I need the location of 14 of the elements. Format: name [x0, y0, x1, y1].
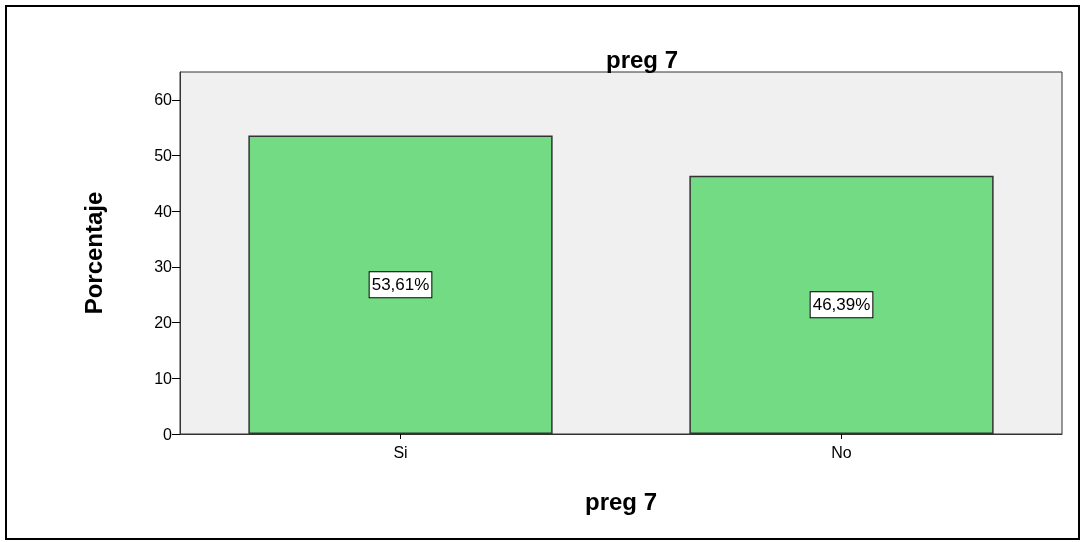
data-label: 53,61% [371, 275, 430, 295]
x-tick-label: No [831, 443, 852, 461]
y-tick-label: 30 [154, 258, 173, 276]
y-tick-label: 10 [154, 369, 173, 387]
y-tick-label: 50 [154, 147, 173, 165]
data-label: 46,39% [812, 295, 871, 315]
y-tick-label: 40 [154, 202, 173, 220]
y-tick-label: 60 [154, 91, 173, 109]
y-axis-title: Porcentaje [79, 191, 107, 315]
chart-title: preg 7 [605, 45, 679, 73]
y-tick-label: 20 [154, 314, 173, 332]
y-tick-label: 0 [163, 425, 173, 443]
x-axis-title: preg 7 [584, 487, 658, 515]
x-tick-label: Si [393, 443, 408, 461]
